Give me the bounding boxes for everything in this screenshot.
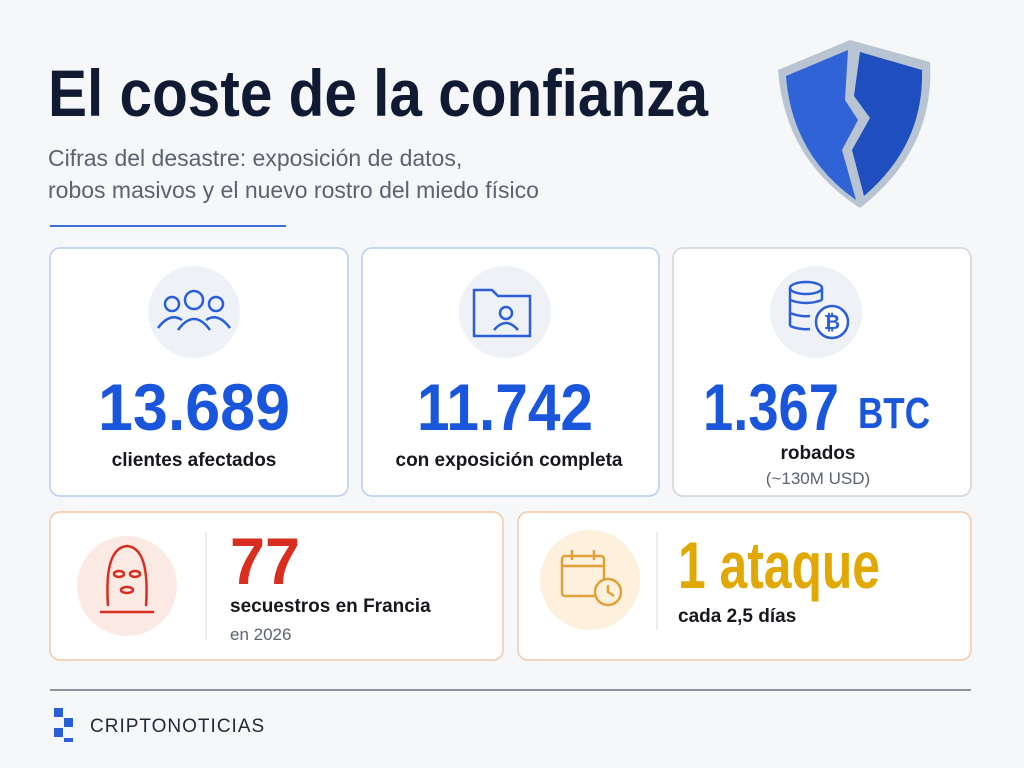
stat-label: clientes afectados xyxy=(112,450,277,471)
stat-value: 77 xyxy=(230,524,300,598)
shield-icon xyxy=(778,40,931,208)
bitcoin-icon: ₿ xyxy=(824,312,840,334)
subtitle: Cifras del desastre: exposición de datos… xyxy=(48,145,462,171)
stat-label: cada 2,5 días xyxy=(678,606,796,627)
stat-value: 1 ataque xyxy=(678,528,880,602)
stat-label: robados xyxy=(781,443,856,464)
subtitle: robos masivos y el nuevo rostro del mied… xyxy=(48,177,539,203)
title: El coste de la confianza xyxy=(48,56,709,130)
stat-value: 1.367 xyxy=(703,370,839,444)
card: 77 secuestros en Francia en 2026 xyxy=(49,511,504,661)
card: 1 ataque cada 2,5 días xyxy=(517,511,972,661)
stat-unit: BTC xyxy=(858,389,930,438)
card: 13.689 clientes afectados xyxy=(49,247,349,497)
brand-logo xyxy=(54,708,73,742)
stat-label: con exposición completa xyxy=(396,450,623,471)
stat-note: (~130M USD) xyxy=(766,469,870,488)
stat-label: secuestros en Francia xyxy=(230,596,431,617)
card: 11.742 con exposición completa xyxy=(361,247,660,497)
stat-value: 13.689 xyxy=(98,370,290,444)
stat-note: en 2026 xyxy=(230,625,291,644)
brand-name: CRIPTONOTICIAS xyxy=(90,716,265,737)
stat-value: 11.742 xyxy=(417,370,593,444)
card: ₿ 1.367 BTC robados (~130M USD) xyxy=(672,247,972,497)
